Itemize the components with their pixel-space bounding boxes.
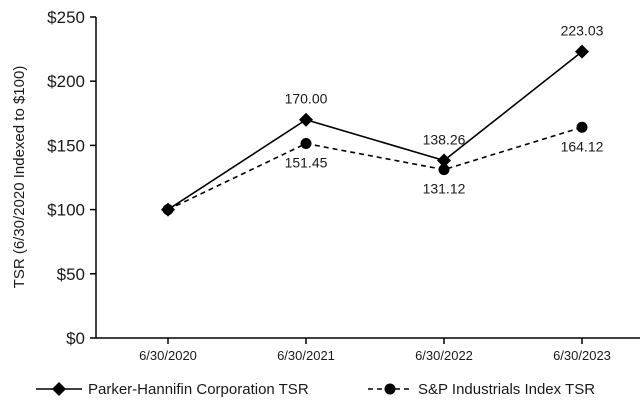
y-axis-title: TSR (6/30/2020 Indexed to $100) xyxy=(11,66,28,289)
data-label: 170.00 xyxy=(285,91,328,107)
data-label: 138.26 xyxy=(423,131,466,147)
data-point-circle xyxy=(438,164,450,176)
x-tick-label: 6/30/2021 xyxy=(277,348,335,363)
series-line xyxy=(167,51,583,211)
y-tick-label: $150 xyxy=(47,136,85,155)
legend-label: Parker-Hannifin Corporation TSR xyxy=(88,381,309,398)
axes xyxy=(95,17,640,339)
series-layer xyxy=(161,44,589,217)
data-point-circle xyxy=(300,138,312,150)
data-labels: 170.00 138.26 223.03 151.45 131.12 164.12 xyxy=(285,23,604,197)
data-point-diamond xyxy=(575,44,589,59)
series-line xyxy=(167,126,583,211)
legend-marker-circle xyxy=(384,383,396,395)
series-parker-hannifin xyxy=(161,44,589,217)
legend-marker-diamond xyxy=(52,382,66,396)
y-tick-label: $50 xyxy=(57,265,85,284)
data-point-circle xyxy=(162,204,174,216)
data-point-circle xyxy=(576,121,588,133)
x-tick-label: 6/30/2020 xyxy=(139,348,197,363)
y-tick-label: $250 xyxy=(47,8,85,27)
data-point-diamond xyxy=(437,153,451,168)
series-sp-industrials xyxy=(162,121,588,216)
data-label: 131.12 xyxy=(423,181,466,197)
legend-label: S&P Industrials Index TSR xyxy=(418,381,595,398)
data-label: 223.03 xyxy=(561,23,604,39)
y-tick-label: $100 xyxy=(47,201,85,220)
legend-item-parker-hannifin: Parker-Hannifin Corporation TSR xyxy=(36,381,309,398)
legend-item-sp-industrials: S&P Industrials Index TSR xyxy=(368,381,595,398)
data-label: 151.45 xyxy=(285,155,328,171)
data-point-diamond xyxy=(299,112,313,127)
data-label: 164.12 xyxy=(561,138,604,154)
legend: Parker-Hannifin Corporation TSR S&P Indus… xyxy=(36,381,595,398)
x-axis-ticks: 6/30/2020 6/30/2021 6/30/2022 6/30/2023 xyxy=(139,338,611,363)
x-tick-label: 6/30/2022 xyxy=(415,348,473,363)
y-tick-label: $0 xyxy=(66,329,85,348)
y-tick-label: $200 xyxy=(47,72,85,91)
y-axis-ticks: $0 $50 $100 $150 $200 $250 xyxy=(47,8,96,348)
x-tick-label: 6/30/2023 xyxy=(553,348,611,363)
